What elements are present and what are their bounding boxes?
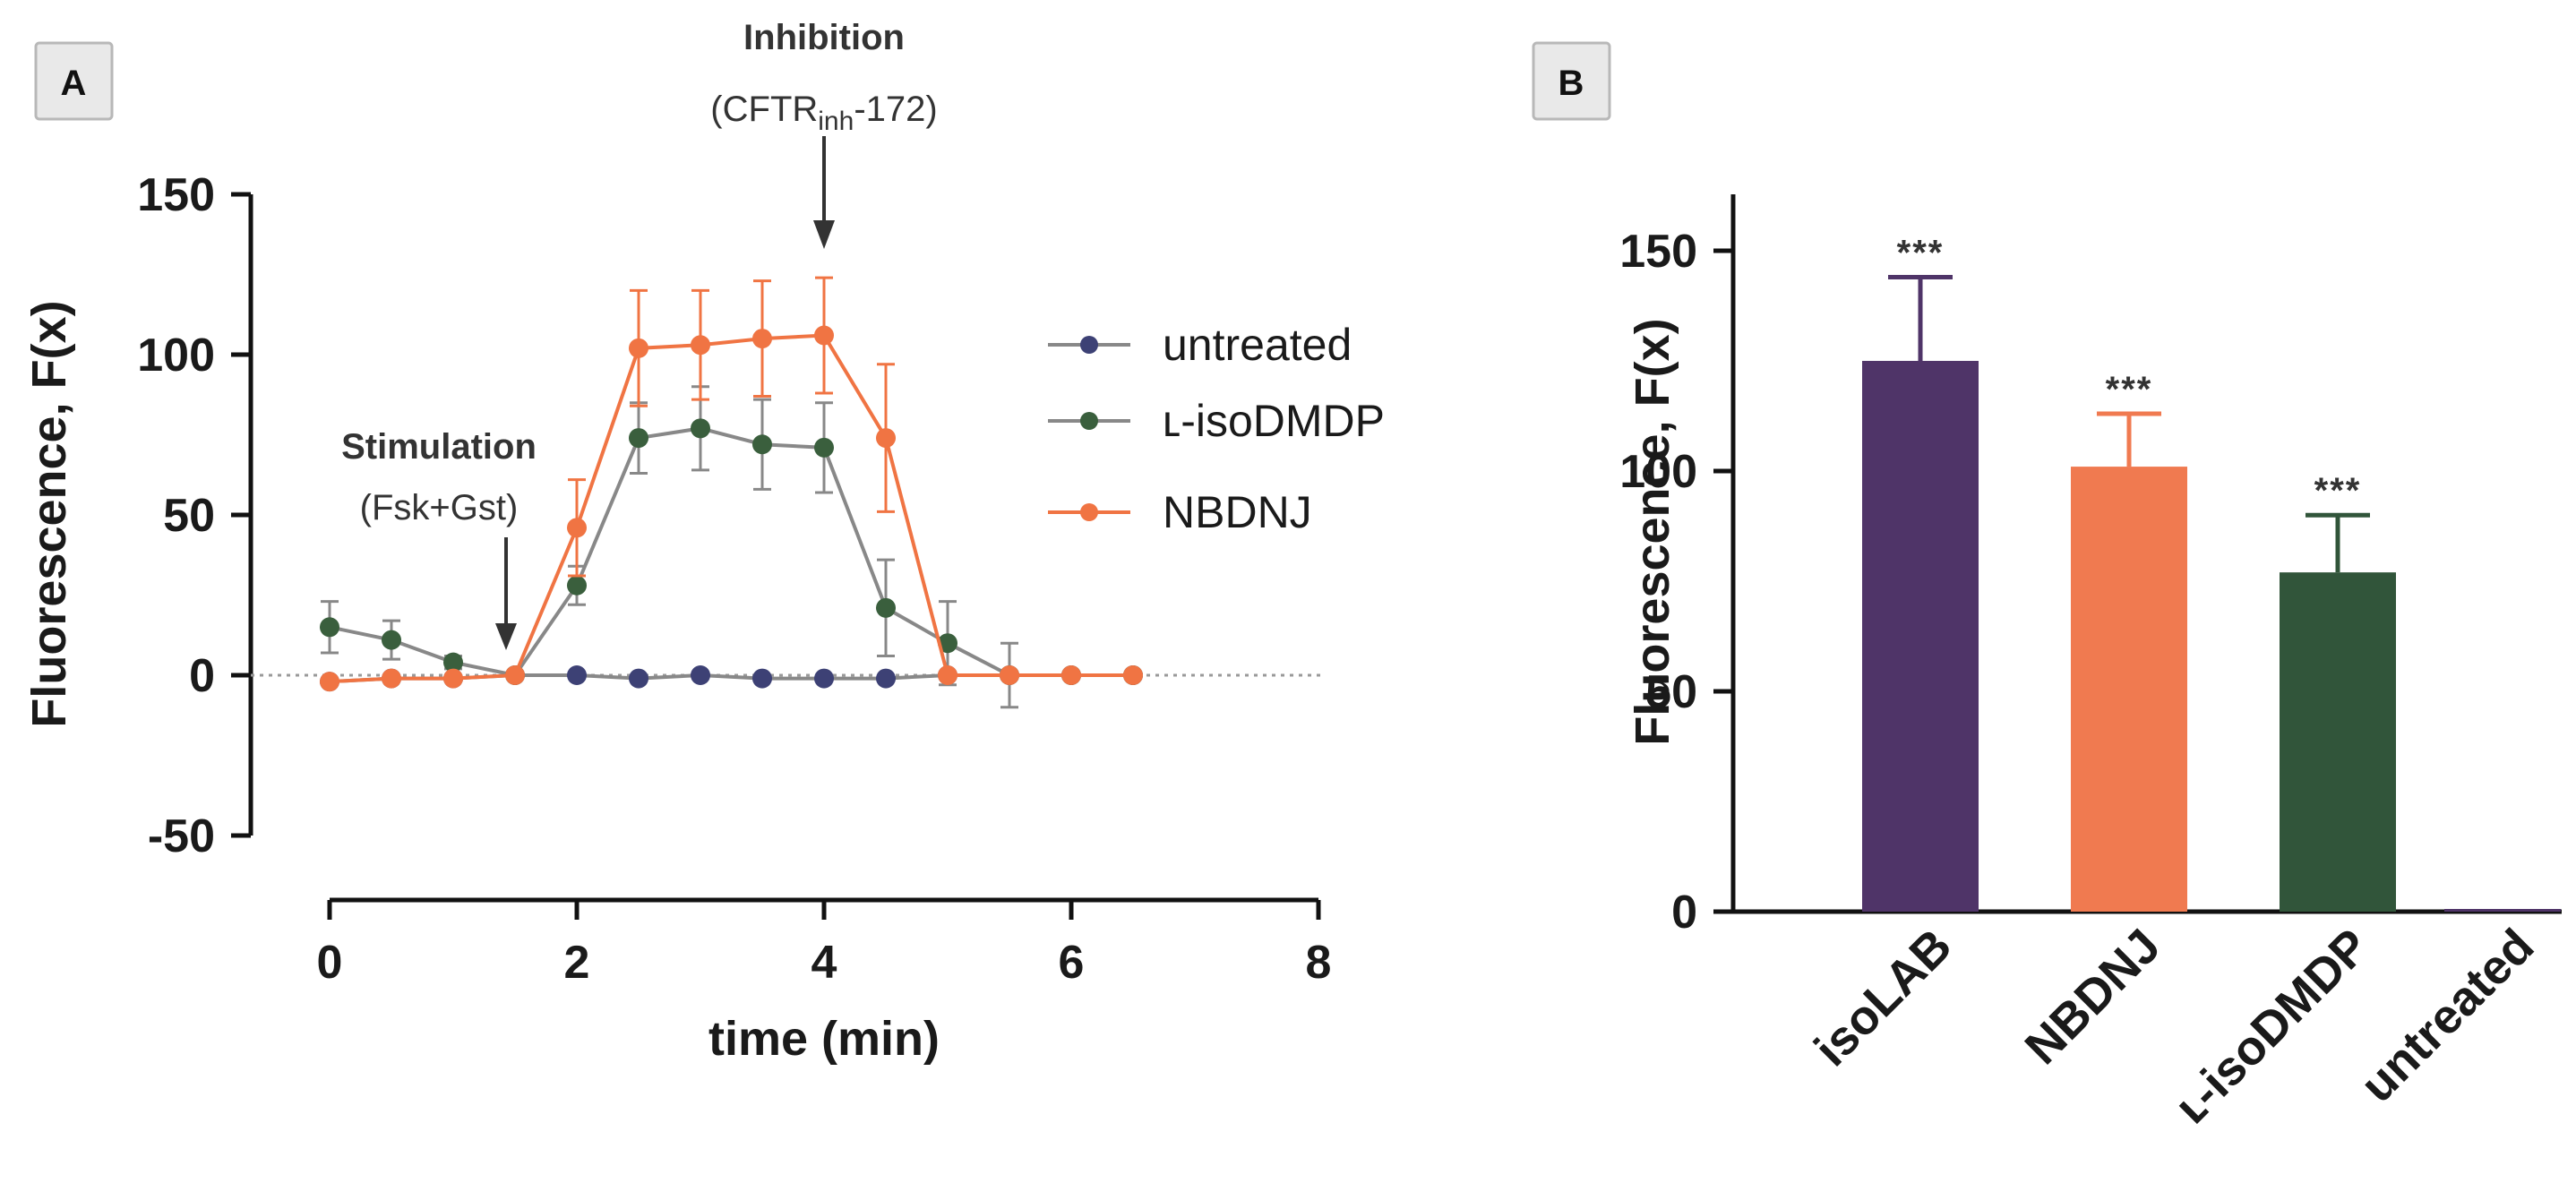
- bar-nbdnj: [2071, 467, 2187, 912]
- data-point-l-isodmdp: [443, 652, 463, 673]
- data-point-l-isodmdp: [629, 428, 648, 449]
- series-line-l-isodmdp: [329, 426, 1133, 678]
- data-point-untreated: [691, 665, 710, 685]
- data-point-nbdnj: [382, 668, 401, 689]
- stimulation-label: Stimulation: [341, 427, 537, 467]
- a-y-tick-label: 0: [189, 650, 215, 702]
- a-x-ticks: 0 2 4 6 8: [317, 900, 1332, 989]
- data-point-nbdnj: [938, 665, 957, 685]
- legend-marker-nbdnj: [1080, 503, 1098, 521]
- panel-a-letter: A: [61, 64, 87, 103]
- data-point-untreated: [567, 665, 587, 685]
- category-label-untreated: untreated: [2350, 919, 2544, 1112]
- data-point-nbdnj: [443, 668, 463, 689]
- data-point-l-isodmdp: [752, 434, 772, 455]
- panel-a-label: A: [34, 41, 114, 121]
- b-y-axis-title: Fluorescence, F(x): [1626, 318, 1679, 745]
- a-y-ticks: -50 0 50 100 150: [137, 169, 251, 862]
- category-label-isolab: isoLAB: [1804, 919, 1962, 1076]
- data-point-untreated: [814, 668, 834, 689]
- stimulation-annotation: Stimulation (Fsk+Gst): [341, 427, 537, 650]
- panel-a-line-chart: -50 0 50 100 150 0 2 4 6 8 Fluorescence, F(x) ti…: [22, 18, 1385, 1066]
- panel-b-letter: B: [1558, 64, 1584, 103]
- data-point-l-isodmdp: [938, 633, 957, 654]
- series-line-nbdnj: [329, 333, 1133, 684]
- inhibition-condition: (CFTRinh-172): [710, 90, 937, 136]
- category-label-nbdnj: NBDNJ: [2015, 919, 2171, 1075]
- data-point-untreated: [752, 668, 772, 689]
- a-y-axis-title: Fluorescence, F(x): [22, 300, 76, 727]
- data-point-nbdnj: [876, 428, 896, 449]
- significance-nbdnj: ***: [2106, 370, 2153, 409]
- category-label-l-isodmdp: ʟ-isoDMDP: [2164, 919, 2379, 1134]
- data-point-nbdnj: [320, 672, 339, 692]
- data-point-l-isodmdp: [691, 418, 710, 439]
- data-point-nbdnj: [1061, 665, 1081, 685]
- inhibition-label: Inhibition: [743, 18, 905, 57]
- legend-item-nbdnj: NBDNJ: [1048, 487, 1312, 537]
- a-legend: untreated ʟ-isoDMDP NBDNJ: [1048, 320, 1385, 537]
- data-point-nbdnj: [1123, 665, 1143, 685]
- b-y-tick-label: 100: [1619, 446, 1697, 498]
- b-y-ticks: 0 50 100 150: [1619, 226, 1733, 939]
- b-y-tick-label: 150: [1619, 226, 1697, 278]
- data-point-l-isodmdp: [567, 575, 587, 596]
- legend-label-nbdnj: NBDNJ: [1163, 487, 1312, 537]
- data-point-nbdnj: [814, 325, 834, 346]
- inhibition-arrow-head: [813, 220, 835, 249]
- data-point-l-isodmdp: [814, 437, 834, 458]
- data-point-l-isodmdp: [382, 630, 401, 650]
- inhibition-annotation: Inhibition (CFTRinh-172): [710, 18, 938, 249]
- data-point-nbdnj: [629, 338, 648, 358]
- data-point-untreated: [876, 668, 896, 689]
- legend-label-l-isodmdp: ʟ-isoDMDP: [1163, 396, 1385, 446]
- b-bars-group: *** *** ***: [1862, 234, 2561, 912]
- data-point-nbdnj: [691, 335, 710, 356]
- a-y-tick-label: 100: [137, 330, 215, 381]
- legend-marker-untreated: [1080, 336, 1098, 354]
- legend-label-untreated: untreated: [1163, 320, 1352, 370]
- bar-l-isodmdp: [2280, 572, 2396, 912]
- a-series-group: [320, 276, 1143, 709]
- stimulation-arrow-head: [495, 623, 517, 650]
- legend-item-untreated: untreated: [1048, 320, 1352, 370]
- legend-item-l-isodmdp: ʟ-isoDMDP: [1048, 396, 1385, 446]
- a-x-tick-label: 0: [317, 937, 343, 989]
- bar-untreated: [2444, 909, 2561, 912]
- a-y-tick-label: 150: [137, 169, 215, 221]
- panel-b-bar-chart: 0 50 100 150 *** *** *** isoLAB NBDNJʟ-isoDMDP…: [1619, 194, 2562, 1134]
- legend-marker-l-isodmdp: [1080, 412, 1098, 430]
- bar-isolab: [1862, 361, 1979, 912]
- significance-l-isodmdp: ***: [2314, 471, 2362, 510]
- data-point-nbdnj: [1000, 665, 1019, 685]
- data-point-l-isodmdp: [320, 617, 339, 638]
- panel-b-label: B: [1532, 41, 1611, 121]
- a-x-tick-label: 4: [811, 937, 837, 989]
- data-point-untreated: [629, 668, 648, 689]
- stimulation-condition: (Fsk+Gst): [360, 488, 519, 527]
- significance-isolab: ***: [1897, 234, 1945, 273]
- a-y-tick-label: 50: [163, 490, 215, 542]
- a-y-tick-label: -50: [148, 810, 215, 862]
- data-point-l-isodmdp: [876, 597, 896, 618]
- data-point-nbdnj: [505, 665, 525, 685]
- b-y-tick-label: 0: [1671, 887, 1697, 939]
- data-point-nbdnj: [567, 518, 587, 538]
- a-x-axis-title: time (min): [708, 1012, 940, 1066]
- b-y-tick-label: 50: [1645, 666, 1697, 718]
- series-nbdnj: [320, 276, 1143, 692]
- a-x-tick-label: 6: [1059, 937, 1085, 989]
- a-x-tick-label: 2: [564, 937, 590, 989]
- data-point-nbdnj: [752, 329, 772, 349]
- a-x-tick-label: 8: [1306, 937, 1332, 989]
